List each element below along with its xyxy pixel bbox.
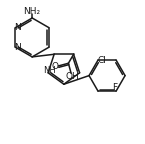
- Text: N: N: [14, 23, 21, 32]
- Text: Cl: Cl: [98, 56, 107, 65]
- Text: OH: OH: [65, 72, 79, 81]
- Text: F: F: [112, 83, 117, 92]
- Text: O: O: [52, 62, 59, 71]
- Text: NH: NH: [44, 66, 56, 75]
- Text: N: N: [14, 43, 21, 52]
- Text: NH₂: NH₂: [24, 7, 41, 16]
